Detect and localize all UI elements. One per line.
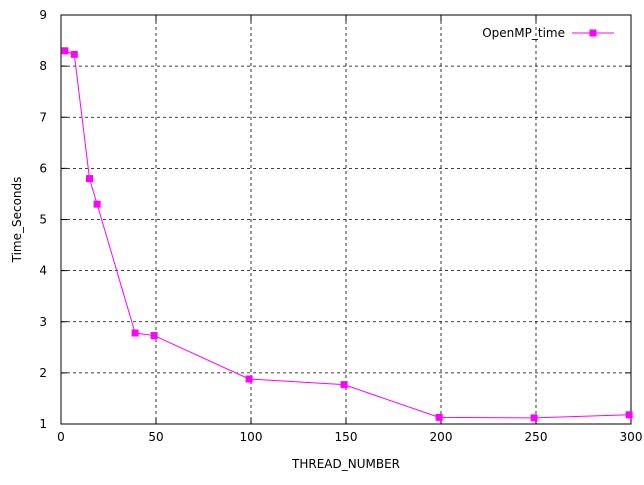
data-point [530,414,538,422]
y-axis-title: Time_Seconds [10,177,24,264]
y-tick-label: 2 [39,366,47,380]
data-point [340,381,348,389]
data-series [61,47,633,422]
x-tick-label: 50 [148,430,163,444]
y-tick-label: 8 [39,59,47,73]
data-point [435,413,443,421]
data-point [625,411,633,419]
y-tick-label: 5 [39,213,47,227]
y-tick-label: 7 [39,110,47,124]
x-tick-label: 300 [620,430,643,444]
x-tick-label: 0 [57,430,65,444]
x-tick-label: 100 [240,430,263,444]
y-tick-label: 1 [39,417,47,431]
x-axis-title: THREAD_NUMBER [291,457,400,471]
x-tick-label: 200 [430,430,453,444]
data-point [131,329,139,337]
legend-marker-openmp-time [589,29,597,37]
y-tick-label: 3 [39,315,47,329]
data-point [70,50,78,58]
grid-lines [61,15,631,424]
x-tick-label: 250 [525,430,548,444]
series-line [64,50,630,419]
legend-label-openmp-time: OpenMP_time [482,26,565,40]
data-point [93,200,101,208]
y-tick-label: 9 [39,8,47,22]
data-point [61,47,69,55]
y-tick-label: 4 [39,264,47,278]
legend: OpenMP_time [482,26,614,40]
data-point [245,375,253,383]
data-point [150,332,158,340]
data-point [86,175,93,183]
axis-ticks: 0 50 100 150 200 250 300 1 2 3 4 5 6 7 8 9 [39,8,642,444]
x-tick-label: 150 [335,430,358,444]
y-tick-label: 6 [39,161,47,175]
